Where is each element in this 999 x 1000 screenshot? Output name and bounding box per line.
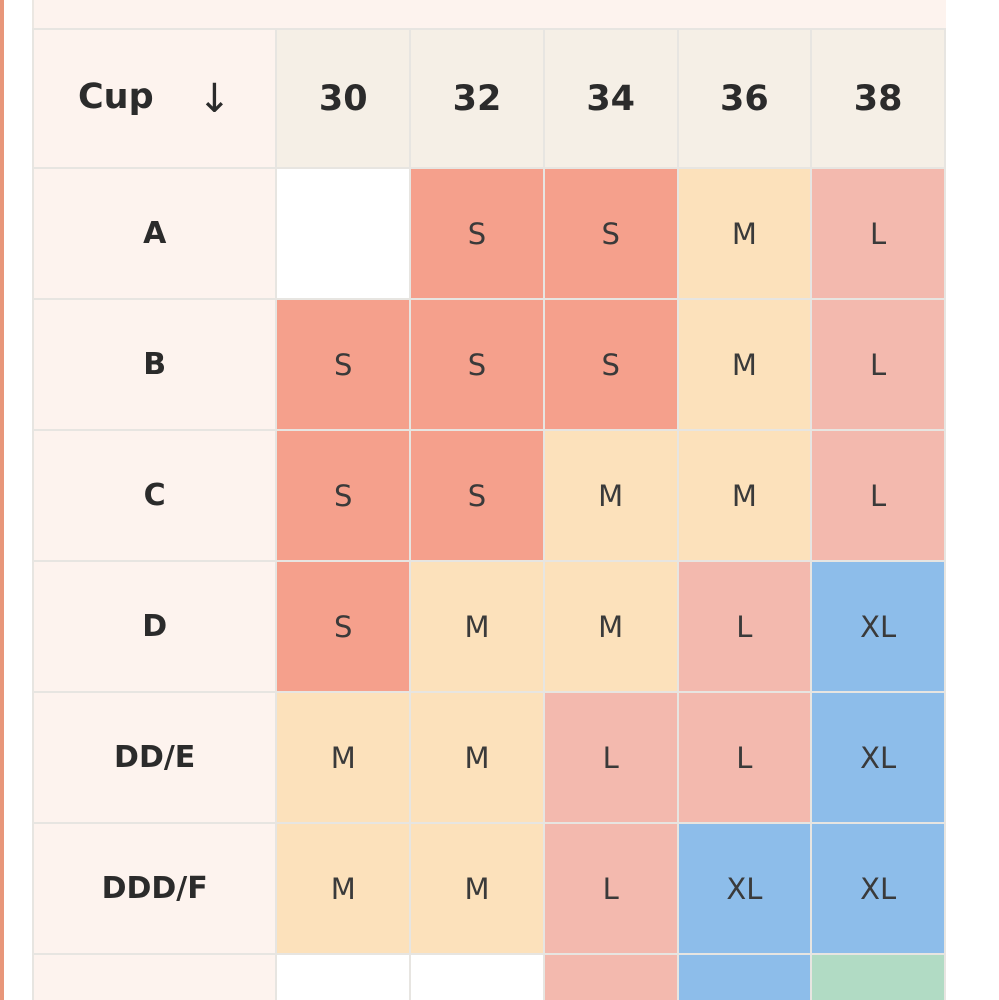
size-cell: S <box>542 167 679 300</box>
cup-row-label: B <box>32 298 278 431</box>
size-cell: M <box>275 691 412 824</box>
size-cell: S <box>409 167 545 300</box>
size-cell: M <box>409 691 545 824</box>
cup-row-label: D <box>32 560 278 693</box>
size-chart-table-container: Cup ↓ 30 32 34 36 38 A S S M L B S S <box>32 28 946 1000</box>
size-cell: XL <box>676 822 813 955</box>
size-cell: L <box>542 822 679 955</box>
size-cell: M <box>676 429 813 562</box>
size-cell: XL <box>810 560 946 693</box>
right-margin <box>946 0 999 1000</box>
size-cell: L <box>676 691 813 824</box>
size-cell <box>676 953 813 1000</box>
sort-by-cup-header[interactable]: Cup ↓ <box>32 28 278 169</box>
size-cell: XL <box>810 691 946 824</box>
size-chart-table: Cup ↓ 30 32 34 36 38 A S S M L B S S <box>32 28 946 1000</box>
band-size-header: 34 <box>542 28 679 169</box>
table-row-partial <box>32 953 946 1000</box>
table-row: DD/E M M L L XL <box>32 691 946 824</box>
size-cell <box>275 167 412 300</box>
size-cell <box>542 953 679 1000</box>
table-row: D S M M L XL <box>32 560 946 693</box>
band-size-header: 36 <box>676 28 813 169</box>
size-cell: L <box>676 560 813 693</box>
size-cell: M <box>676 298 813 431</box>
size-cell: M <box>542 560 679 693</box>
sort-down-arrow-icon[interactable]: ↓ <box>197 75 232 122</box>
size-cell: M <box>676 167 813 300</box>
size-cell: M <box>409 822 545 955</box>
cup-row-label: DDD/F <box>32 822 278 955</box>
cup-row-label: DD/E <box>32 691 278 824</box>
size-cell: L <box>810 429 946 562</box>
size-cell: XL <box>810 822 946 955</box>
size-cell: S <box>542 298 679 431</box>
size-cell <box>409 953 545 1000</box>
header-row: Cup ↓ 30 32 34 36 38 <box>32 28 946 169</box>
size-cell: S <box>275 298 412 431</box>
size-cell: S <box>275 560 412 693</box>
cup-row-label <box>32 953 278 1000</box>
table-row: C S S M M L <box>32 429 946 562</box>
table-row: DDD/F M M L XL XL <box>32 822 946 955</box>
size-cell <box>275 953 412 1000</box>
band-size-header: 38 <box>810 28 946 169</box>
cup-row-label: A <box>32 167 278 300</box>
size-cell: M <box>542 429 679 562</box>
table-top-band <box>32 0 946 30</box>
band-size-header: 32 <box>409 28 545 169</box>
size-cell: S <box>409 298 545 431</box>
cup-row-label: C <box>32 429 278 562</box>
size-cell: L <box>810 167 946 300</box>
size-cell: L <box>810 298 946 431</box>
band-size-header: 30 <box>275 28 412 169</box>
size-cell: S <box>409 429 545 562</box>
size-cell: L <box>542 691 679 824</box>
size-cell: M <box>409 560 545 693</box>
size-cell: M <box>275 822 412 955</box>
cup-header-label: Cup <box>78 76 154 117</box>
table-row: A S S M L <box>32 167 946 300</box>
table-row: B S S S M L <box>32 298 946 431</box>
size-cell: S <box>275 429 412 562</box>
size-cell <box>810 953 946 1000</box>
left-edge-border <box>0 0 4 1000</box>
